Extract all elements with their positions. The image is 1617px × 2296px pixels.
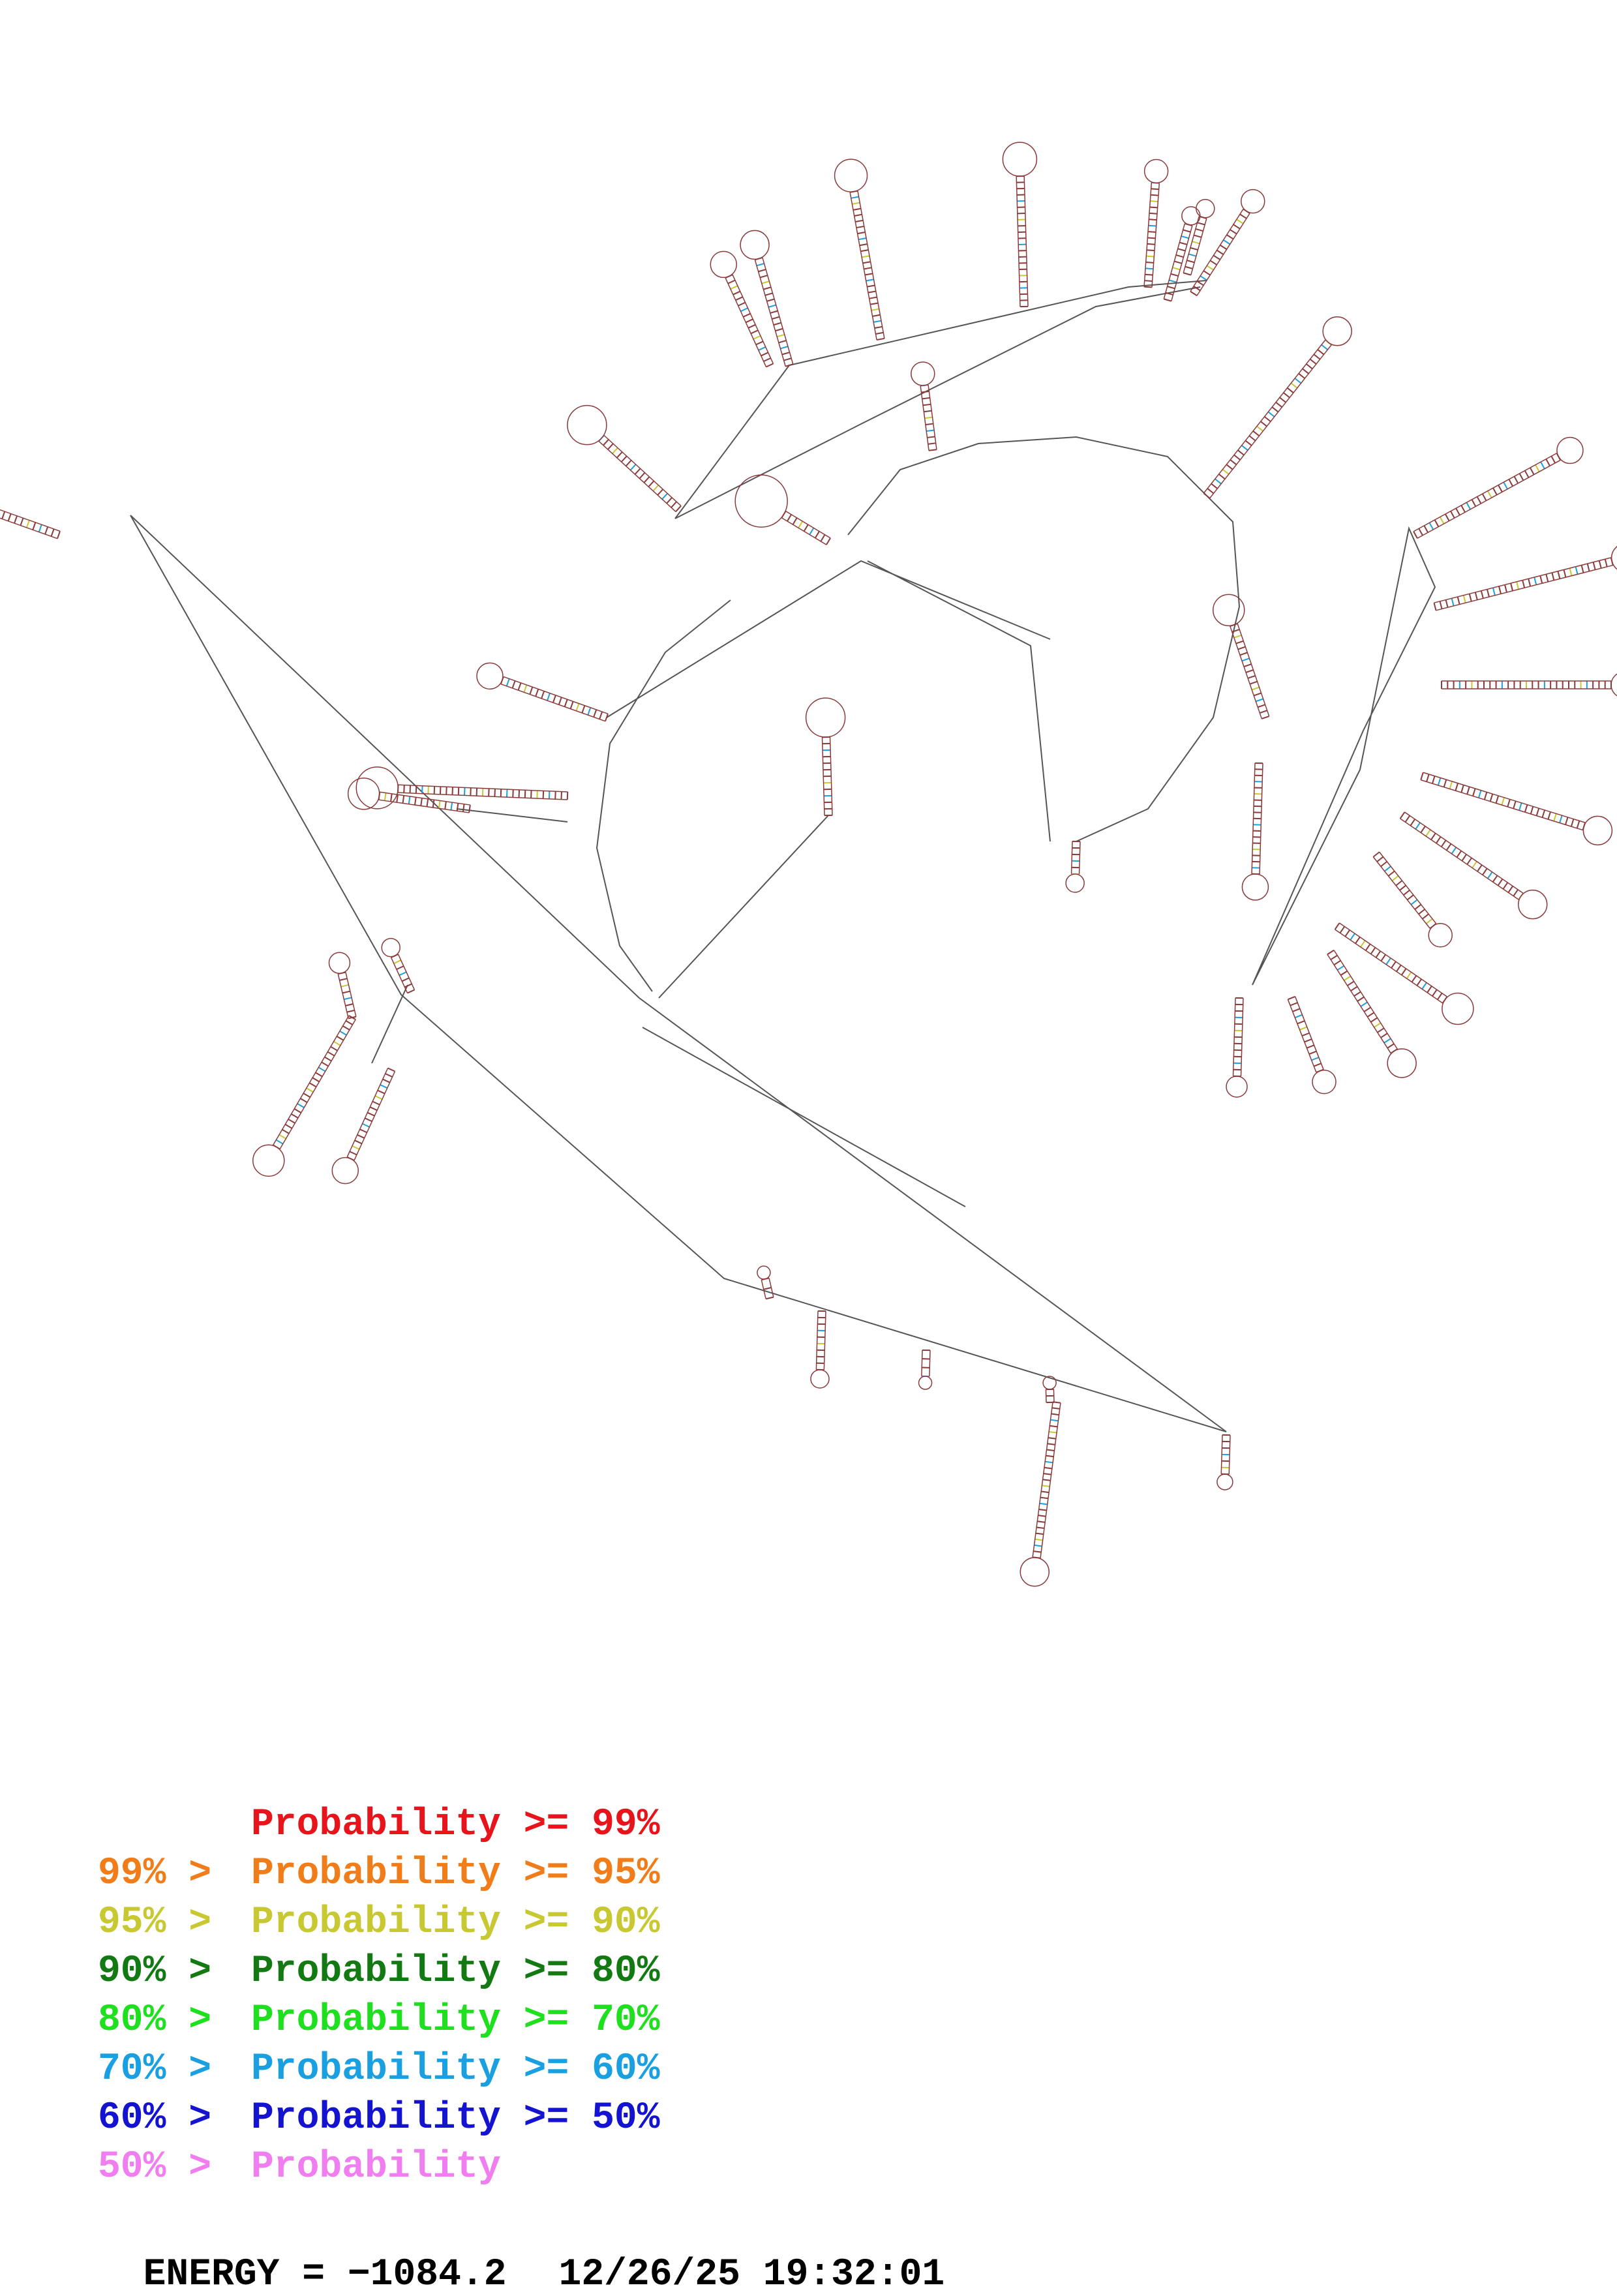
hairpin-stem	[382, 939, 414, 993]
backbone-path	[607, 561, 1050, 718]
rna-structure-diagram	[0, 0, 1617, 1631]
backbone-path	[457, 809, 567, 822]
hairpin-stem	[329, 952, 355, 1018]
energy-value: ENERGY = −1084.2	[144, 2254, 507, 2296]
hairpin-stem	[332, 1068, 395, 1184]
hairpin-stem	[1190, 190, 1265, 296]
hairpin-stem	[1144, 159, 1168, 287]
legend-threshold: 90% >	[98, 1947, 251, 1996]
legend-label: Probability >= 50%	[251, 2097, 660, 2139]
legend-threshold: 80% >	[98, 1996, 251, 2045]
backbone-path	[1252, 528, 1435, 985]
probability-legend: Probability >= 99%99% >Probability >= 95…	[98, 1800, 660, 2192]
hairpin-stem	[735, 475, 830, 545]
legend-row: 99% >Probability >= 95%	[98, 1849, 660, 1898]
hairpin-stem	[1020, 1402, 1061, 1586]
hairpin-stem	[1213, 594, 1269, 719]
hairpin-stem	[740, 230, 793, 366]
hairpin-stem	[757, 1266, 774, 1299]
legend-row: 95% >Probability >= 90%	[98, 1898, 660, 1947]
hairpin-stem	[567, 406, 681, 512]
legend-row: 90% >Probability >= 80%	[98, 1947, 660, 1996]
hairpin-stem	[1421, 772, 1612, 845]
legend-label: Probability >= 95%	[251, 1852, 660, 1895]
legend-label: Probability >= 99%	[251, 1804, 660, 1846]
legend-label: Probability >= 90%	[251, 1901, 660, 1944]
hairpin-stem	[0, 493, 60, 539]
legend-row: 70% >Probability >= 60%	[98, 2045, 660, 2094]
legend-label: Probability >= 60%	[251, 2048, 660, 2091]
legend-label: Probability >= 80%	[251, 1950, 660, 1993]
hairpin-stem	[919, 1350, 932, 1389]
hairpin-stem	[835, 159, 884, 340]
backbone-path	[130, 515, 1226, 1432]
hairpin-stem	[710, 251, 773, 367]
hairpin-stem	[356, 767, 567, 809]
legend-row: 60% >Probability >= 50%	[98, 2094, 660, 2143]
helix-stems	[0, 142, 1617, 1586]
legend-threshold: 70% >	[98, 2045, 251, 2094]
hairpin-stem	[806, 698, 845, 815]
hairpin-stem	[1066, 841, 1084, 892]
backbone-path	[642, 1027, 965, 1207]
hairpin-stem	[1373, 852, 1452, 946]
legend-threshold: 50% >	[98, 2143, 251, 2192]
hairpin-stem	[1203, 317, 1352, 498]
hairpin-stem	[811, 1311, 829, 1388]
backbone-path	[868, 561, 1050, 841]
hairpin-stem	[1242, 763, 1268, 900]
hairpin-stem	[1226, 998, 1247, 1097]
backbone-path	[597, 600, 731, 991]
legend-threshold: 99% >	[98, 1849, 251, 1898]
hairpin-stem	[1442, 672, 1617, 698]
timestamp: 12/26/25 19:32:01	[559, 2254, 945, 2296]
hairpin-stem	[1043, 1376, 1056, 1402]
energy-footer: ENERGY = −1084.2 12/26/25 19:32:01	[98, 2211, 945, 2296]
hairpin-stem	[911, 362, 937, 451]
backbone-path	[372, 985, 408, 1063]
hairpin-stem	[1434, 543, 1617, 611]
backbone-lines	[130, 280, 1435, 1432]
legend-label: Probability	[251, 2146, 501, 2188]
hairpin-stem	[1288, 997, 1336, 1094]
hairpin-stem	[1400, 812, 1547, 919]
hairpin-stem	[348, 778, 470, 813]
backbone-path	[675, 280, 1207, 519]
legend-threshold: 95% >	[98, 1898, 251, 1947]
hairpin-stem	[253, 1016, 355, 1176]
legend-row: 50% >Probability	[98, 2143, 660, 2192]
backbone-path	[659, 815, 828, 998]
legend-threshold: 60% >	[98, 2094, 251, 2143]
hairpin-stem	[1413, 438, 1583, 539]
hairpin-stem	[1335, 923, 1473, 1024]
backbone-path	[130, 515, 1226, 1432]
legend-row: 80% >Probability >= 70%	[98, 1996, 660, 2045]
hairpin-stem	[1003, 142, 1036, 307]
hairpin-stem	[1217, 1435, 1233, 1490]
legend-label: Probability >= 70%	[251, 1999, 660, 2042]
legend-row: Probability >= 99%	[98, 1800, 660, 1849]
hairpin-stem	[1327, 950, 1416, 1078]
hairpin-stem	[477, 663, 608, 721]
